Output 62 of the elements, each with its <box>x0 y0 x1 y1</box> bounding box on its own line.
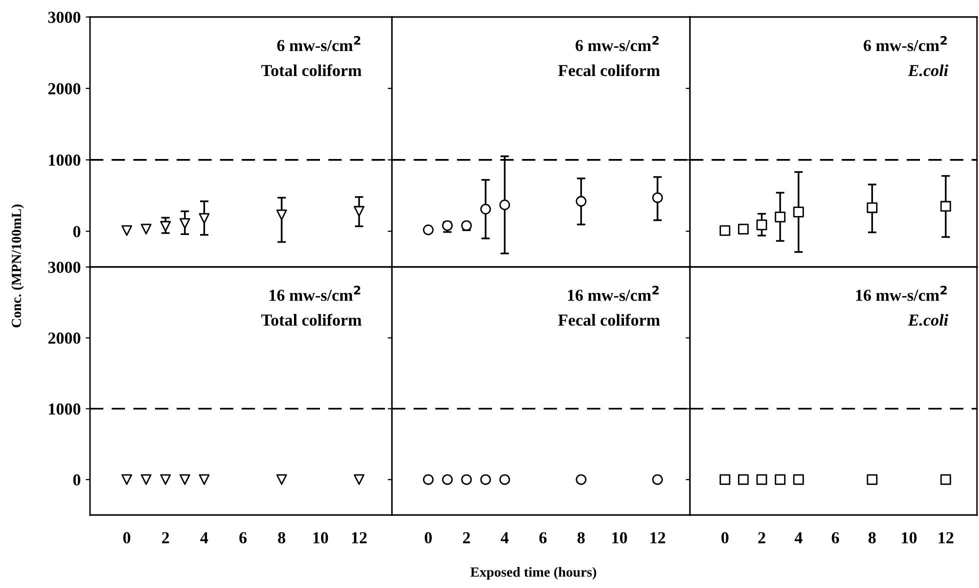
x-tick-label: 2 <box>162 532 169 544</box>
point <box>720 225 730 236</box>
annotation: 16 mw-s/cm$^{2}$ <box>856 286 947 301</box>
x-tick-label: 8 <box>868 532 876 544</box>
x-tick-label: 2 <box>463 532 470 544</box>
x-tick-label: 10 <box>902 532 917 544</box>
x-tick-label: 6 <box>539 532 547 544</box>
point <box>140 224 152 234</box>
x-tick-label: 4 <box>200 532 208 544</box>
x-tick-label: 4 <box>500 532 509 544</box>
y-tick-label: 0 <box>73 226 80 238</box>
point <box>198 213 210 224</box>
x-tick-label: 12 <box>352 532 367 544</box>
point <box>422 224 434 236</box>
annotation: 6 mw-s/cm$^{2}$ <box>277 36 360 52</box>
x-tick-label: 0 <box>424 532 432 544</box>
x-tick-label: 12 <box>650 532 666 544</box>
annotation: 6 mw-s/cm$^{2}$ <box>576 36 659 52</box>
annotation: 6 mw-s/cm$^{2}$ <box>864 36 947 52</box>
x-tick-label: 0 <box>721 532 728 544</box>
point <box>652 192 663 204</box>
x-tick-label: 8 <box>578 532 585 544</box>
x-tick-label: 4 <box>794 532 802 544</box>
annotation: Fecal coliform <box>558 64 660 76</box>
point <box>866 202 878 214</box>
y-tick-label: 0 <box>73 474 80 486</box>
point <box>793 206 804 218</box>
x-tick-label: 12 <box>938 532 954 544</box>
y-axis-title: Conc. (MPN/100mL) <box>11 204 24 328</box>
annotation: E.coli <box>908 314 948 326</box>
point <box>940 200 952 212</box>
point <box>160 220 171 232</box>
annotation: Total coliform <box>261 64 362 76</box>
annotation: Fecal coliform <box>558 314 660 326</box>
x-tick-label: 8 <box>278 532 286 544</box>
x-tick-label: 2 <box>758 532 766 544</box>
x-tick-label: 10 <box>612 532 628 544</box>
point <box>354 206 364 217</box>
y-tick-label: 1000 <box>48 154 80 166</box>
point <box>121 225 132 236</box>
x-tick-label: 6 <box>832 532 840 544</box>
y-tick-label: 3000 <box>48 12 80 23</box>
point <box>738 224 749 234</box>
point <box>499 200 510 210</box>
point <box>576 196 586 207</box>
y-tick-label: 1000 <box>48 403 80 415</box>
point <box>480 204 491 214</box>
point <box>180 218 190 229</box>
annotation: Total coliform <box>261 314 362 326</box>
annotation: E.coli <box>908 64 948 76</box>
x-tick-label: 6 <box>239 532 247 544</box>
y-tick-label: 3000 <box>48 262 80 273</box>
point <box>756 220 768 230</box>
annotation: 16 mw-s/cm$^{2}$ <box>568 286 659 301</box>
y-tick-label: 2000 <box>48 83 80 94</box>
point <box>774 212 786 222</box>
point <box>276 210 288 220</box>
x-tick-label: 0 <box>123 532 130 544</box>
x-tick-label: 10 <box>313 532 328 544</box>
annotation: 16 mw-s/cm$^{2}$ <box>270 286 360 301</box>
y-tick-label: 2000 <box>48 332 80 344</box>
x-axis-title: Exposed time (hours) <box>470 567 596 580</box>
